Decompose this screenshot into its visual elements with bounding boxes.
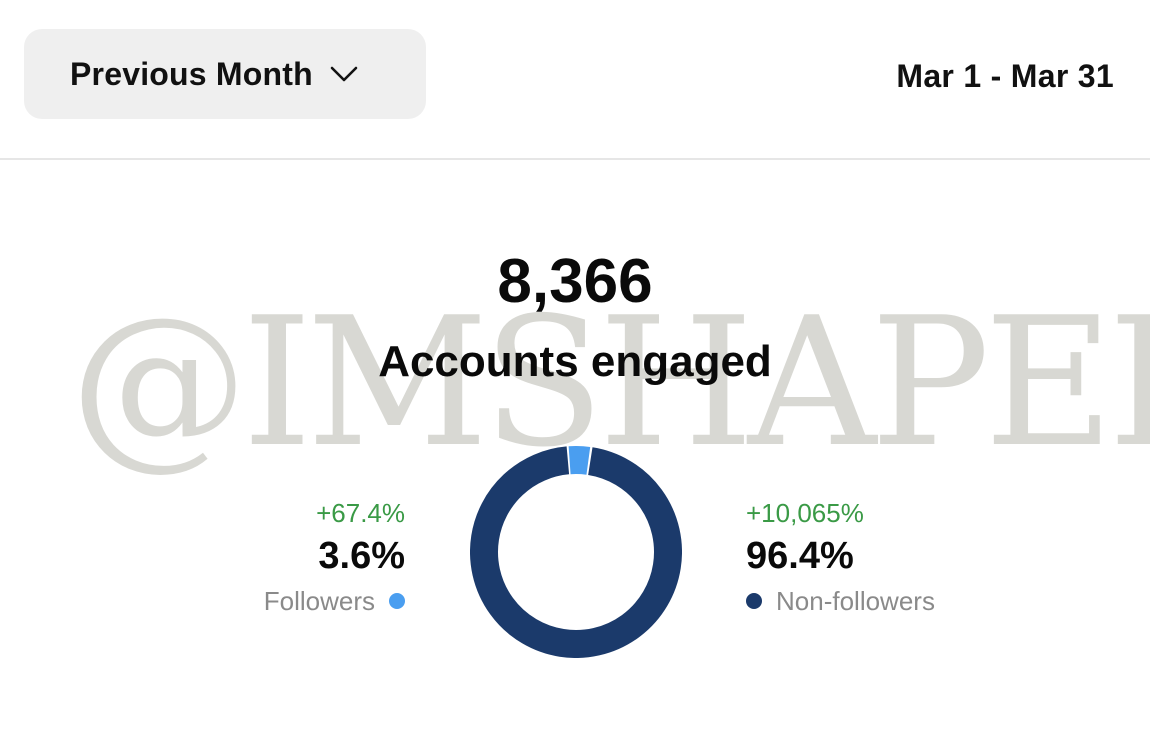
donut-segment-non-followers [470,446,682,658]
non-followers-legend-dot [746,593,762,609]
followers-legend: Followers [264,584,405,618]
non-followers-change: +10,065% [746,498,864,528]
followers-legend-label: Followers [263,586,375,616]
followers-percent: 3.6% [318,535,405,577]
date-range: Mar 1 - Mar 31 [896,58,1114,94]
non-followers-legend: Non-followers [746,584,935,618]
followers-change: +67.4% [316,498,405,528]
header: Previous Month Mar 1 - Mar 31 [0,0,1150,160]
non-followers-legend-label: Non-followers [776,586,935,616]
engagement-donut-chart [470,446,682,658]
accounts-engaged-value: 8,366 [497,247,653,316]
period-dropdown-label: Previous Month [70,55,313,92]
non-followers-stat: +10,065% 96.4% Non-followers [746,496,935,618]
followers-legend-dot [389,593,405,609]
watermark: @IMSHAPEI [70,279,1150,486]
followers-stat: +67.4% 3.6% Followers [264,496,405,618]
accounts-engaged-label: Accounts engaged [378,337,772,386]
chevron-down-icon [330,66,358,82]
period-dropdown-button[interactable]: Previous Month [24,29,426,119]
non-followers-percent: 96.4% [746,535,854,577]
